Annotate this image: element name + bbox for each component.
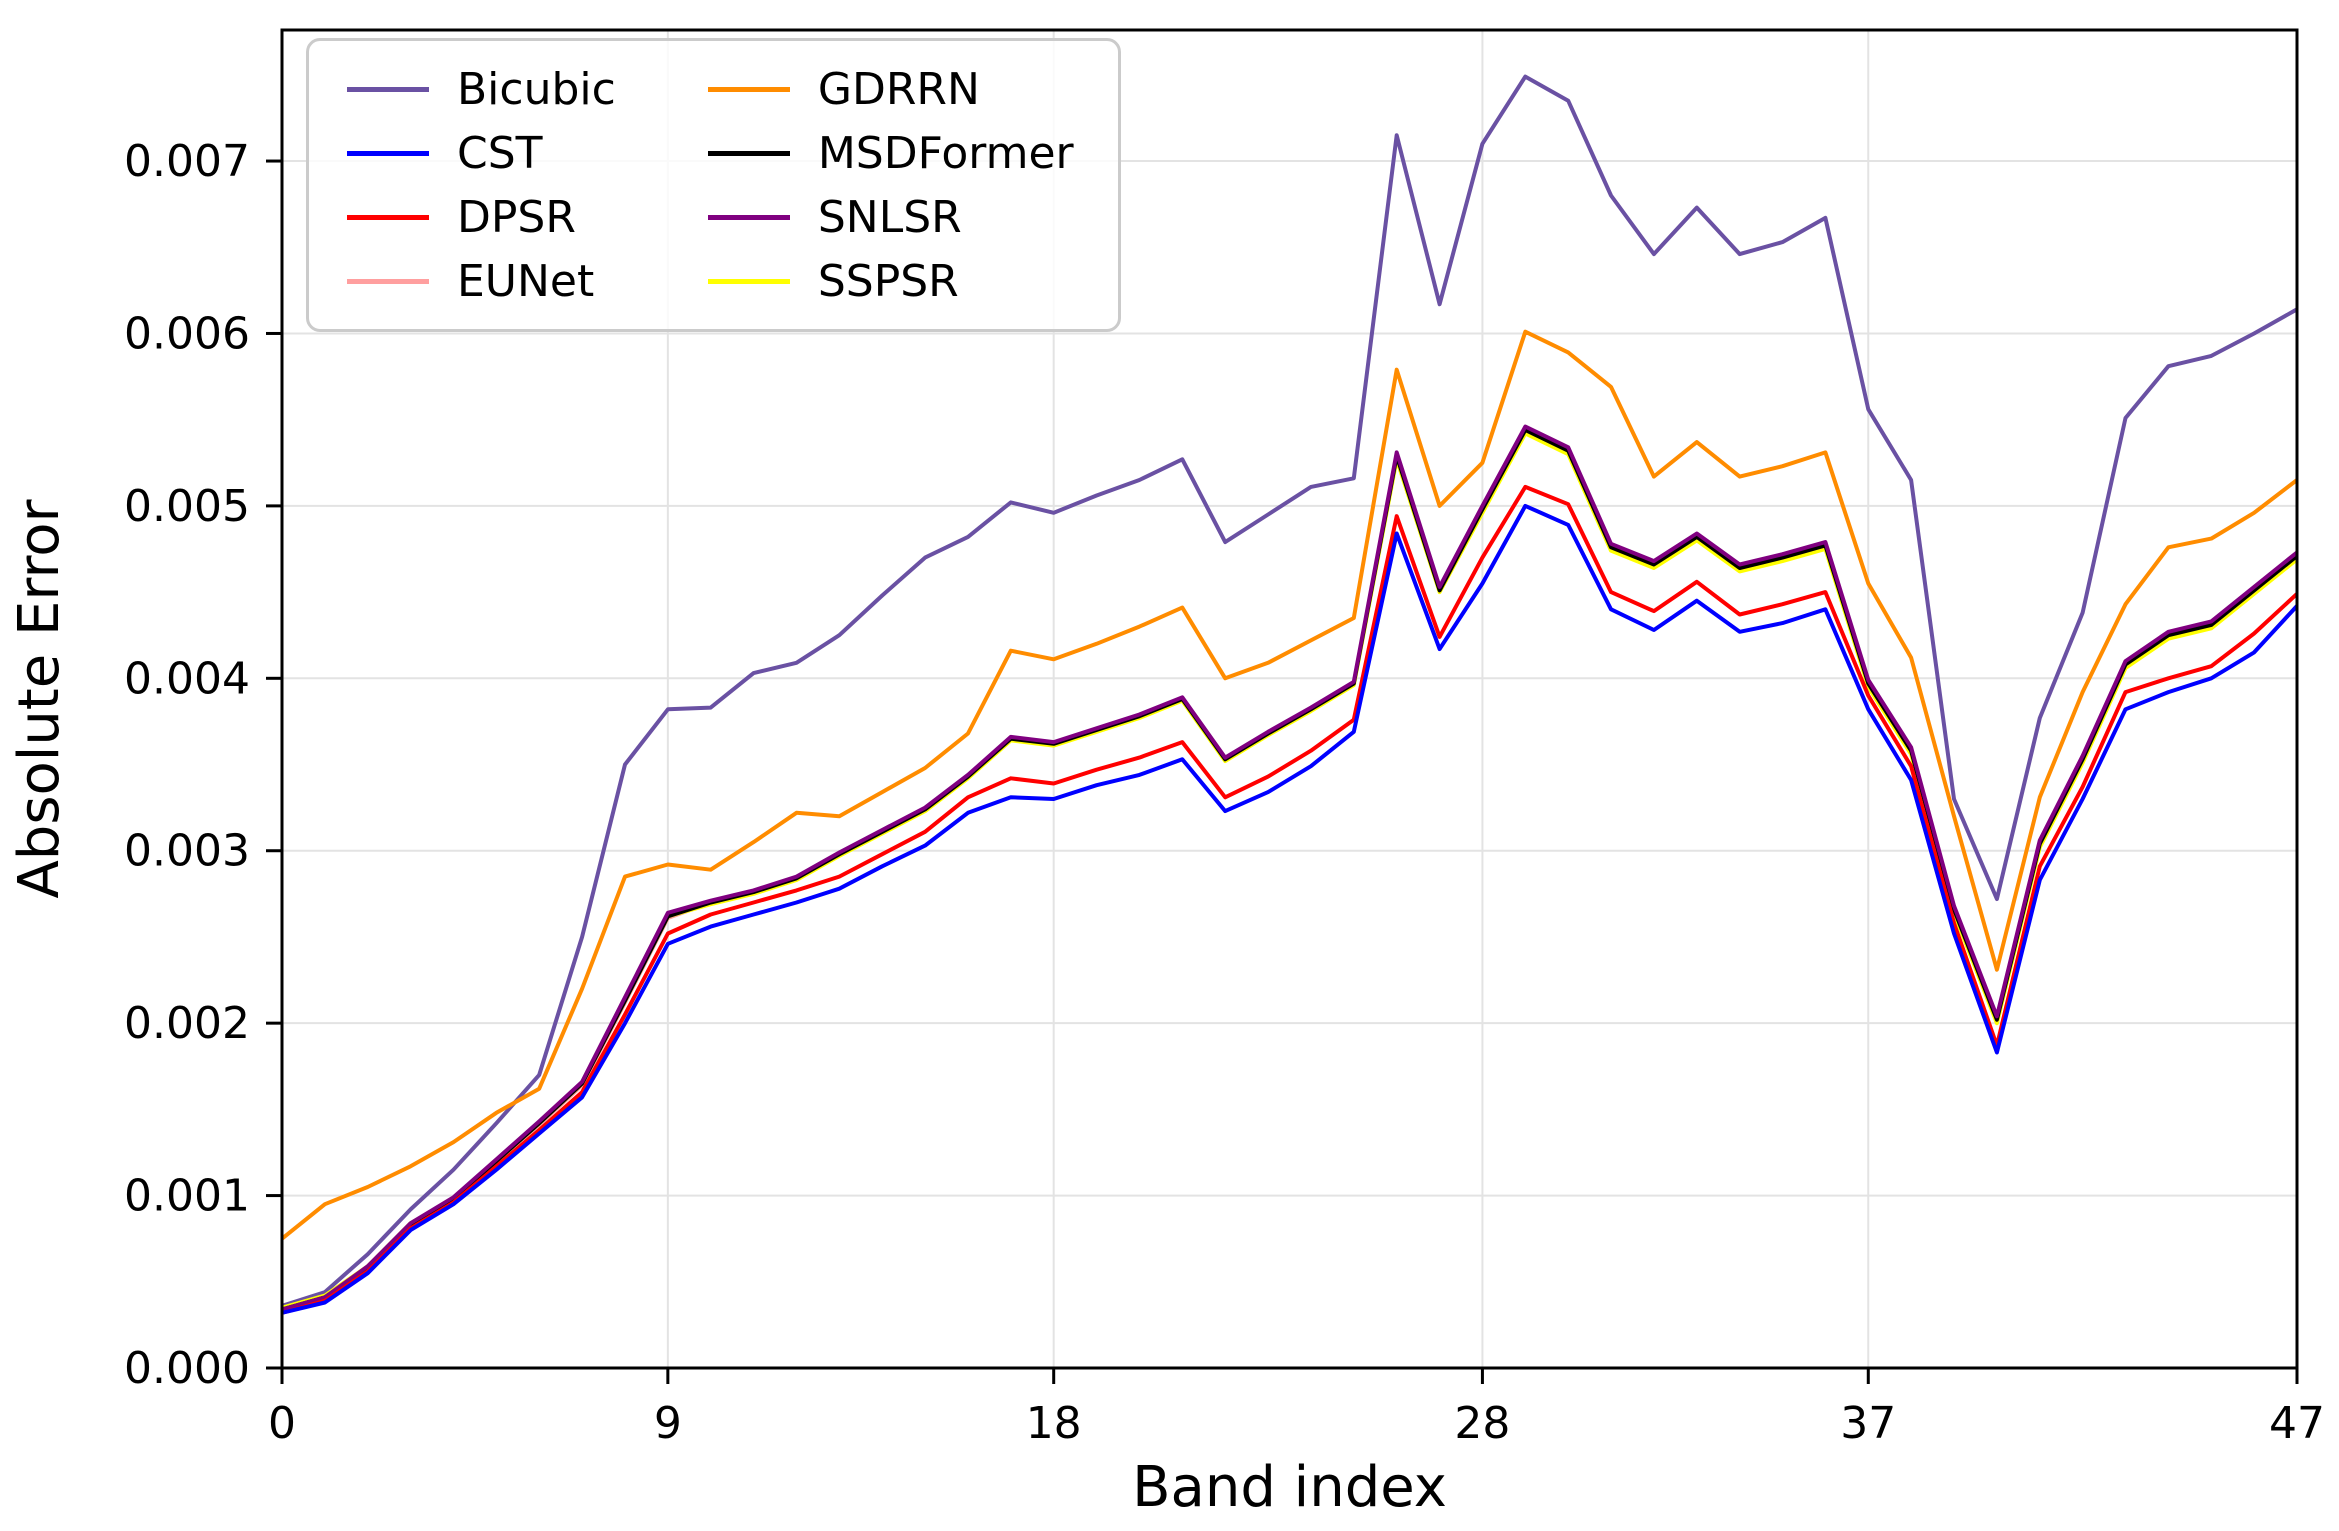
legend-swatch-snlsr (707, 214, 790, 220)
legend-item-eunet: EUNet (347, 256, 616, 307)
tick-labels: 0 9 18 28 37 47 0.000 0.001 0.002 0.003 0.004 0.005… (124, 136, 2325, 1449)
legend-swatch-gdrrn (707, 86, 790, 92)
plot-border (280, 28, 2299, 1370)
axis-ticks (266, 159, 2299, 1384)
legend: Bicubic CST DPSR EUNet GDRRN MSDFormer SNLSR SS… (306, 38, 1121, 332)
legend-label: MSDFormer (817, 127, 1074, 179)
legend-item-snlsr: SNLSR (707, 191, 1074, 243)
series-lines (282, 74, 2297, 1315)
series-line-eunet (282, 429, 2297, 1312)
legend-item-cst: CST (347, 128, 616, 179)
x-axis-label: Band index (1132, 1455, 1447, 1520)
series-line-gdrrn (282, 329, 2297, 1241)
legend-label: CST (457, 127, 543, 179)
legend-swatch-msdformer (707, 150, 790, 156)
y-tick-label: 0.007 (124, 136, 250, 187)
legend-swatch-bicubic (347, 86, 429, 92)
y-axis-label: Absolute Error (7, 499, 72, 899)
series-line-dpsr (282, 484, 2297, 1315)
series-line-cst (282, 503, 2297, 1315)
y-tick-label: 0.004 (124, 653, 250, 704)
series-line-snlsr (282, 424, 2297, 1312)
legend-label: SSPSR (817, 255, 959, 307)
y-tick-label: 0.005 (124, 481, 250, 532)
legend-item-sspsr: SSPSR (707, 255, 1074, 307)
legend-item-msdformer: MSDFormer (707, 127, 1074, 179)
x-tick-label: 47 (2269, 1398, 2325, 1449)
y-tick-label: 0.001 (124, 1171, 250, 1222)
series-line-bicubic (282, 74, 2297, 1308)
y-tick-label: 0.006 (124, 308, 250, 359)
y-tick-label: 0.002 (124, 998, 250, 1049)
legend-label: GDRRN (817, 63, 980, 115)
legend-swatch-cst (347, 150, 429, 156)
y-tick-label: 0.003 (124, 826, 250, 877)
legend-label: SNLSR (817, 191, 962, 243)
legend-swatch-sspsr (707, 278, 790, 284)
legend-swatch-eunet (347, 278, 429, 284)
legend-item-bicubic: Bicubic (347, 64, 616, 115)
y-tick-label: 0.000 (124, 1343, 250, 1394)
x-tick-label: 37 (1840, 1398, 1896, 1449)
legend-item-gdrrn: GDRRN (707, 63, 1074, 115)
x-tick-label: 18 (1026, 1398, 1082, 1449)
x-tick-label: 28 (1454, 1398, 1510, 1449)
legend-label: DPSR (457, 191, 576, 243)
series-line-msdformer (282, 428, 2297, 1312)
legend-label: Bicubic (457, 63, 616, 115)
x-tick-label: 9 (654, 1398, 682, 1449)
legend-item-dpsr: DPSR (347, 192, 616, 243)
series-line-sspsr (282, 431, 2297, 1310)
legend-label: EUNet (457, 255, 595, 307)
x-tick-label: 0 (268, 1398, 296, 1449)
legend-swatch-dpsr (347, 214, 429, 220)
